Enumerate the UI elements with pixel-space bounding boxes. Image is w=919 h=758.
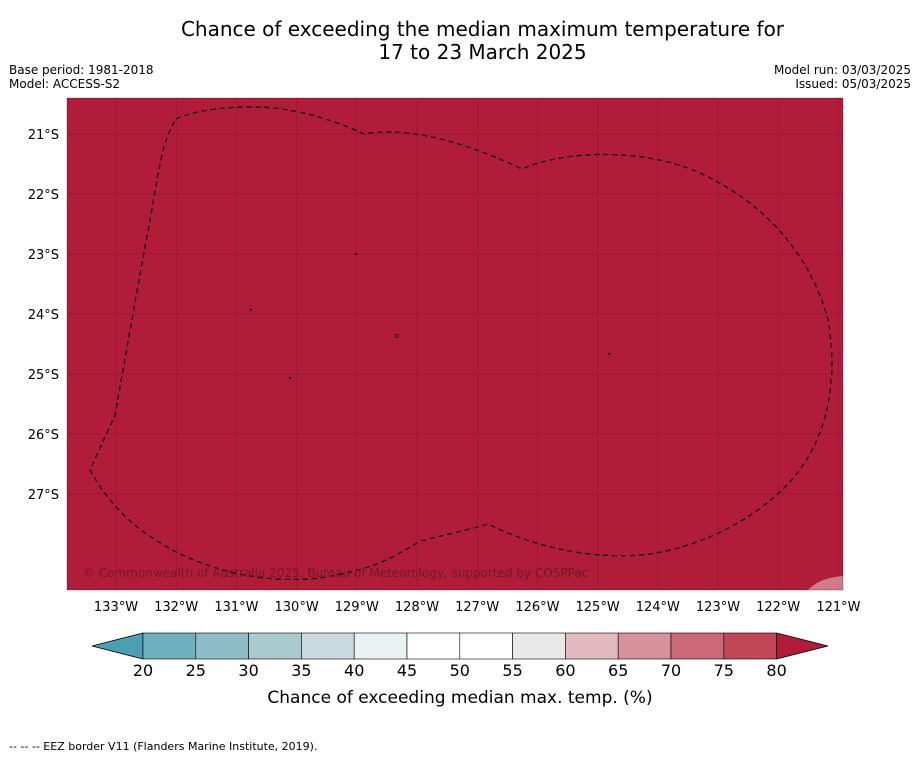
map-title: Chance of exceeding the median maximum t…: [0, 18, 919, 64]
island-mark: [288, 376, 292, 380]
colorbar-tick-label: 20: [133, 661, 153, 680]
island-mark: [249, 308, 253, 312]
issued-date: Issued: 05/03/2025: [795, 77, 911, 91]
colorbar-tick-label: 70: [661, 661, 681, 680]
lat-tick-label: 25°S: [28, 368, 59, 383]
colorbar-segment: [406, 632, 461, 660]
lat-tick-label: 21°S: [28, 128, 59, 143]
lon-tick-label: 132°W: [154, 600, 198, 615]
lon-tick-label: 129°W: [335, 600, 379, 615]
map-field: [67, 98, 843, 590]
colorbar-segment: [617, 632, 672, 660]
gridlines: [67, 98, 843, 590]
meta-right: Model run: 03/03/2025 Issued: 05/03/2025: [774, 63, 911, 91]
lon-tick-label: 123°W: [696, 600, 740, 615]
lon-tick-label: 124°W: [636, 600, 680, 615]
colorbar-tick-label: 80: [766, 661, 786, 680]
base-period: Base period: 1981-2018: [9, 63, 154, 77]
lat-tick-label: 24°S: [28, 308, 59, 323]
colorbar-segment: [512, 632, 566, 660]
colorbar: 20 25 30 35 40 45 50 55 60 65 70 75 80: [91, 632, 829, 680]
eez-border: [89, 106, 833, 581]
colorbar-segment: [565, 632, 619, 660]
island-mark: [394, 333, 399, 338]
colorbar-tick-label: 45: [397, 661, 417, 680]
lat-tick-label: 27°S: [28, 488, 59, 503]
latitude-labels: 21°S 22°S 23°S 24°S 25°S 26°S 27°S: [28, 128, 59, 503]
colorbar-tick-label: 55: [502, 661, 522, 680]
footer-note: -- -- -- EEZ border V11 (Flanders Marine…: [9, 740, 318, 753]
title-line-1: Chance of exceeding the median maximum t…: [180, 17, 785, 41]
colorbar-tick-label: 30: [238, 661, 258, 680]
meta-left: Base period: 1981-2018 Model: ACCESS-S2: [9, 63, 154, 91]
lon-tick-label: 131°W: [214, 600, 258, 615]
lon-tick-label: 127°W: [455, 600, 499, 615]
colorbar-tick-label: 75: [714, 661, 734, 680]
colorbar-under-arrow: [91, 632, 144, 660]
lon-tick-label: 121°W: [816, 600, 860, 615]
colorbar-tick-label: 25: [186, 661, 206, 680]
colorbar-tick-label: 35: [291, 661, 311, 680]
colorbar-segment: [248, 632, 302, 660]
lon-tick-label: 128°W: [395, 600, 439, 615]
title-line-2: 17 to 23 March 2025: [378, 40, 587, 64]
colorbar-tick-label: 50: [450, 661, 470, 680]
colorbar-segment: [353, 632, 408, 660]
model-name: Model: ACCESS-S2: [9, 77, 121, 91]
colorbar-segment: [670, 632, 725, 660]
lat-tick-label: 22°S: [28, 188, 59, 203]
island-mark: [354, 252, 358, 256]
lon-tick-label: 130°W: [275, 600, 319, 615]
lat-tick-label: 23°S: [28, 248, 59, 263]
lon-tick-label: 122°W: [756, 600, 800, 615]
colorbar-label: Chance of exceeding median max. temp. (%…: [267, 688, 652, 708]
island-marks: [249, 252, 611, 380]
colorbar-tick-label: 60: [555, 661, 575, 680]
colorbar-over-arrow: [776, 632, 829, 660]
lat-tick-label: 26°S: [28, 428, 59, 443]
colorbar-segment: [459, 632, 513, 660]
colorbar-segment: [301, 632, 355, 660]
map-frame: [66, 97, 844, 591]
copyright-notice: © Commonwealth of Australia 2025, Bureau…: [83, 566, 588, 580]
colorbar-tick-label: 40: [344, 661, 364, 680]
lon-tick-label: 125°W: [576, 600, 620, 615]
colorbar-segment: [142, 632, 197, 660]
island-mark: [607, 352, 611, 356]
colorbar-tick-label: 65: [608, 661, 628, 680]
model-run: Model run: 03/03/2025: [773, 63, 911, 77]
lon-tick-label: 133°W: [94, 600, 138, 615]
lon-tick-label: 126°W: [515, 600, 559, 615]
lighter-corner: [808, 576, 843, 590]
longitude-labels: 133°W 132°W 131°W 130°W 129°W 128°W 127°W 126°W…: [94, 600, 861, 615]
map-figure: © Commonwealth of Australia 2025, Bureau…: [28, 97, 861, 708]
colorbar-segment: [195, 632, 249, 660]
colorbar-segment: [723, 632, 777, 660]
